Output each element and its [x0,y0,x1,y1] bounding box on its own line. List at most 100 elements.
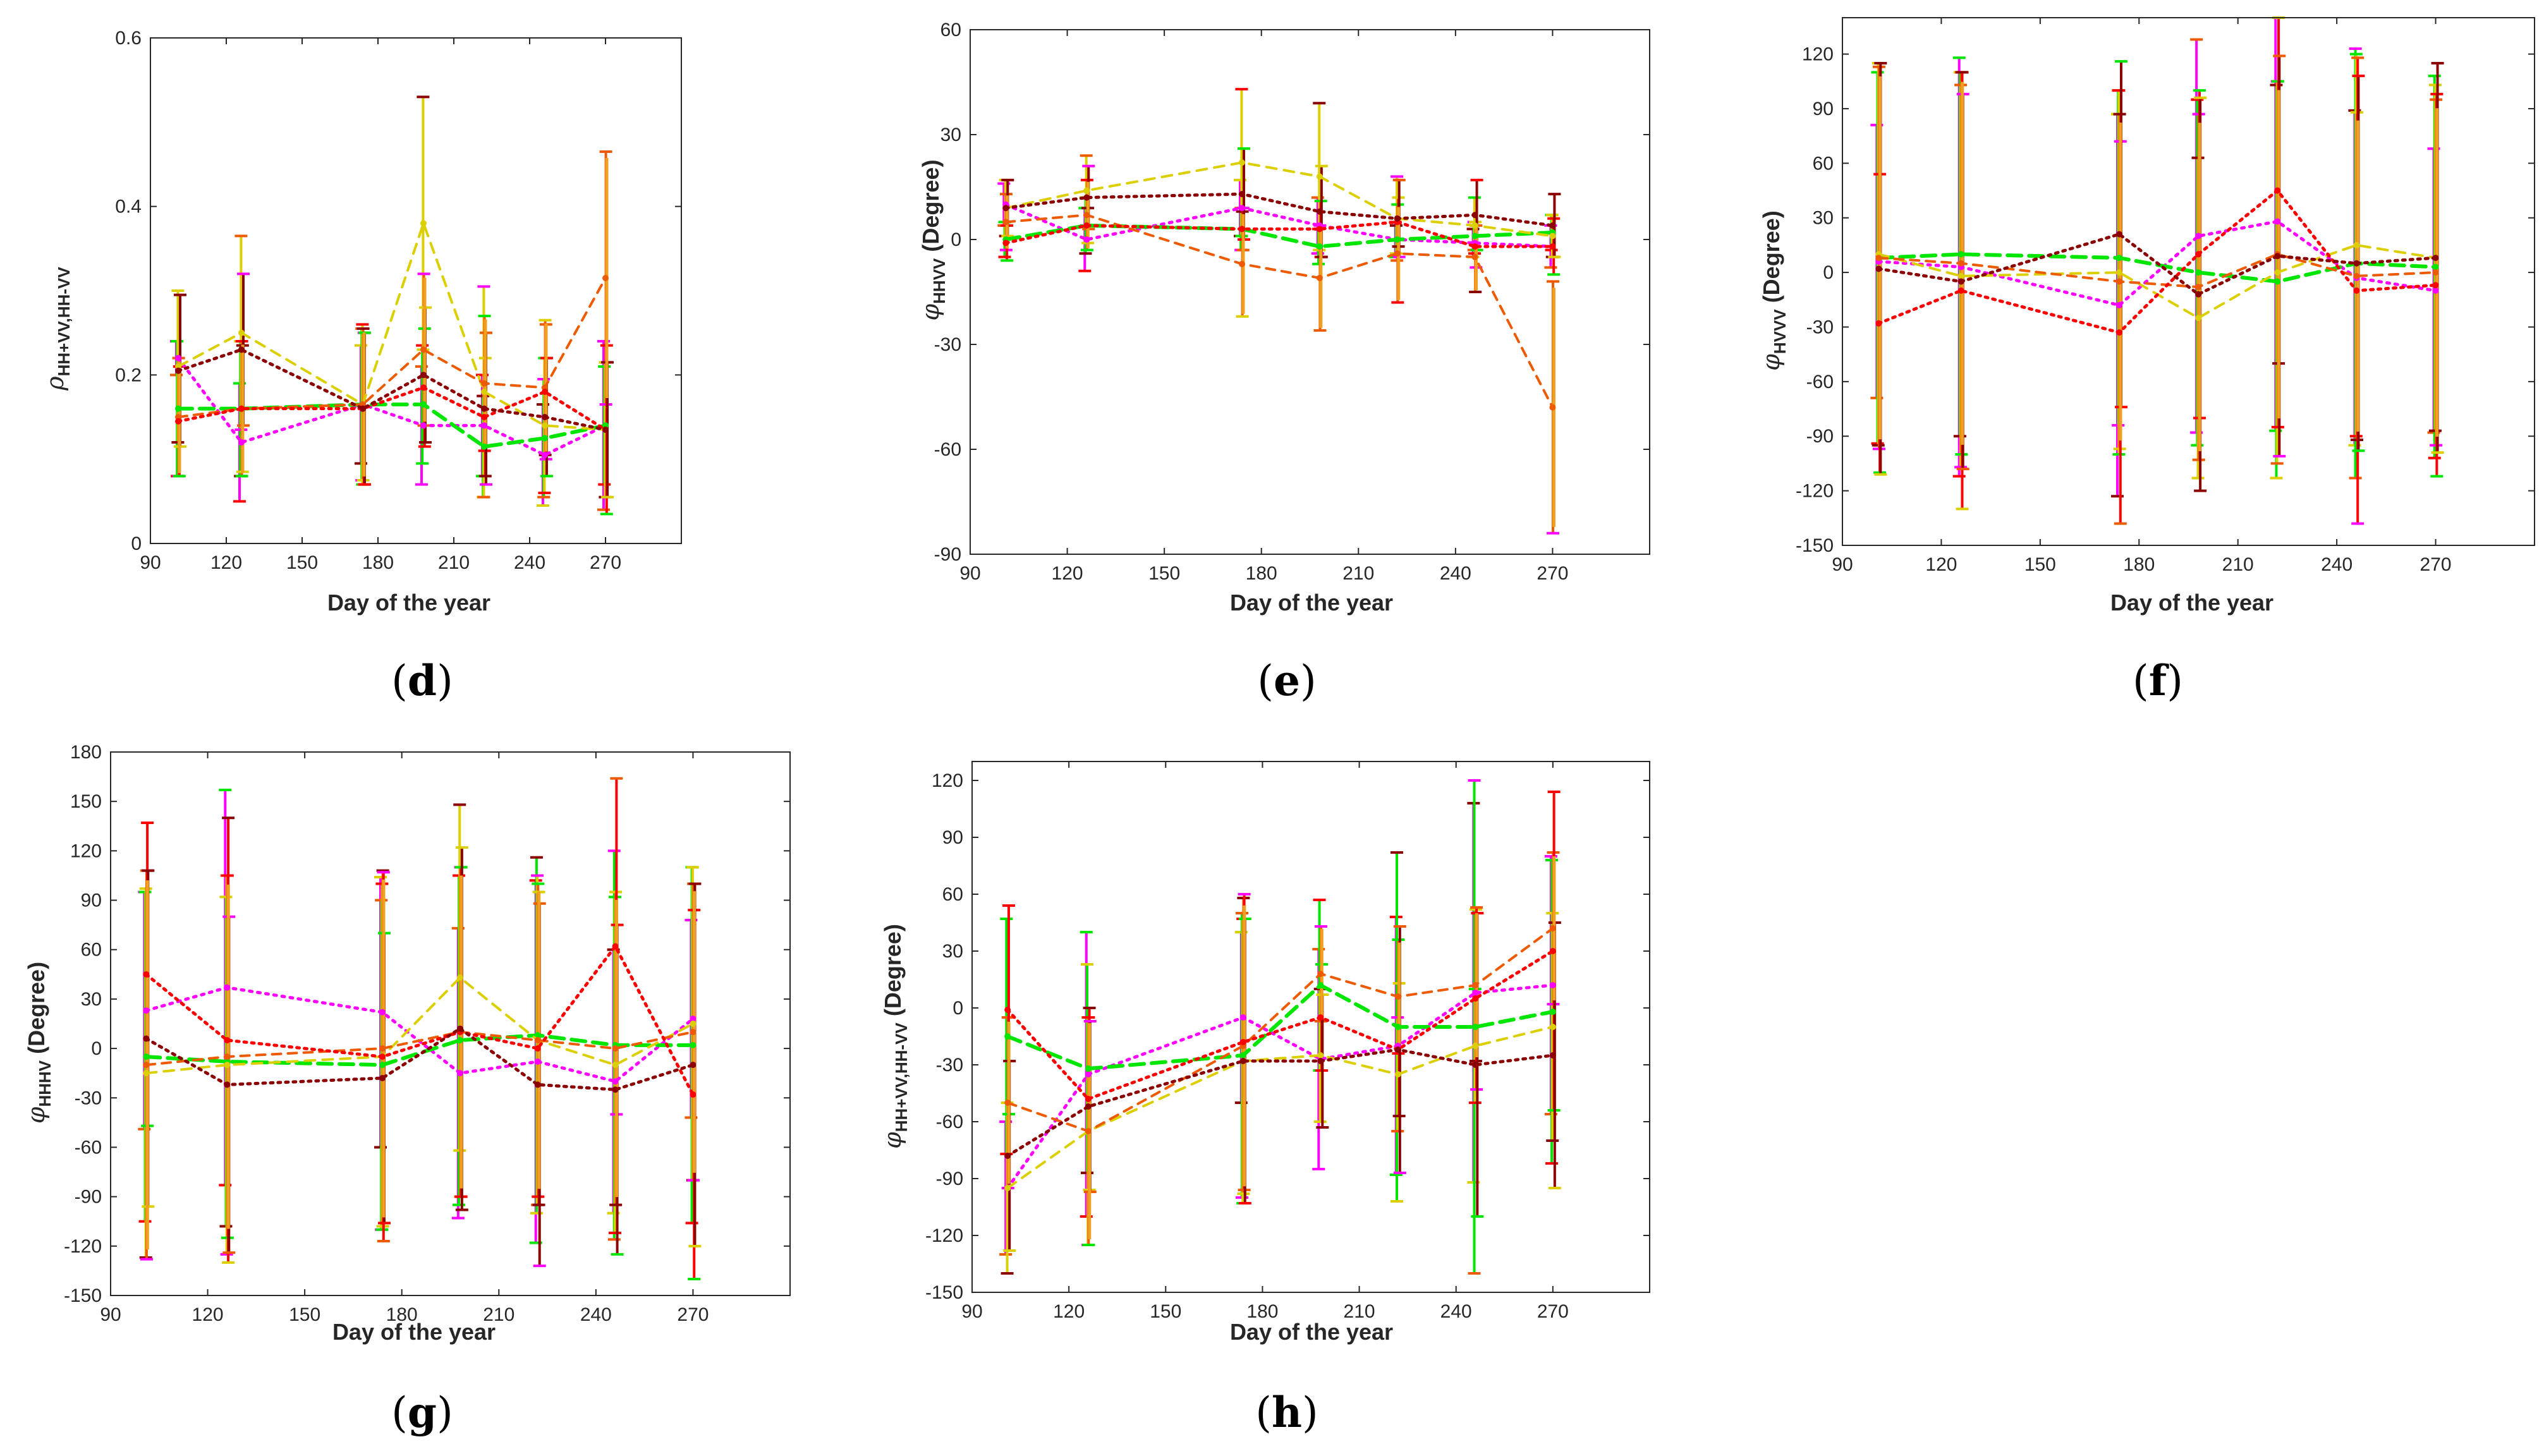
data-layer [997,88,1561,535]
data-point [2353,287,2360,294]
x-tick-label: 180 [362,552,394,573]
x-tick-label: 90 [140,552,161,573]
chart-f: 90 120 150 180 210 240 270 -150 -120 -90 -60 -30 0 30… [1757,16,2535,705]
data-point [1239,191,1245,198]
x-tick-label: 90 [1832,554,1853,575]
y-tick-label: -30 [936,1055,963,1076]
panel-g: 90 120 150 180 210 240 270 -150 -120 -90 -60 -30 0 30… [0,727,847,1456]
y-tick-label: 0.2 [115,365,142,385]
x-tick-label: 210 [1344,1301,1375,1322]
data-point [379,1009,386,1016]
data-point [481,414,487,420]
panel-d: 90 120 150 180 210 240 270 0 0.2 0.4 0.6 Day of th… [0,0,847,720]
data-point [1316,208,1323,215]
data-point [534,1045,541,1052]
x-tick-label: 150 [2024,554,2056,575]
data-point [1875,255,1882,262]
data-point [1239,205,1245,212]
y-tick-label: -30 [1806,317,1834,337]
data-point [2116,231,2122,238]
data-point [612,1062,619,1069]
data-point [542,422,548,429]
data-point [1316,274,1323,281]
data-point [1472,1043,1479,1049]
data-point [612,1078,619,1085]
x-tick-label: 210 [1342,563,1374,584]
y-tick-label: 30 [942,941,963,962]
x-axis-title: Day of the year [1230,590,1393,616]
data-point [1549,243,1556,250]
axes-box [110,751,791,1296]
data-point [379,1075,386,1081]
data-point [690,1091,697,1098]
y-tick-label: 0 [91,1038,102,1059]
data-point [1239,159,1245,166]
data-point [1549,233,1556,240]
data-point [1239,260,1245,267]
x-tick-label: 180 [1246,563,1277,584]
data-point [1472,982,1479,988]
data-point [420,384,427,391]
y-tick-label: -90 [75,1187,102,1208]
y-tick-label: -120 [64,1236,102,1257]
data-point [456,1025,463,1032]
data-point [1472,1062,1479,1068]
data-point [481,405,487,412]
y-tick-label: 90 [81,890,102,911]
data-point [2353,260,2360,267]
y-tick-label: 120 [70,840,102,861]
x-tick-label: 150 [286,552,318,573]
y-tick-label: 60 [1813,153,1834,174]
data-point [481,380,487,387]
data-point [2116,255,2122,262]
data-point [175,355,181,361]
y-tick-label: 0 [131,533,142,554]
data-point [1472,1024,1479,1030]
data-point [690,1029,697,1036]
data-point [1394,993,1401,1000]
data-point [2195,233,2202,240]
data-point [1004,1100,1011,1106]
data-point [456,974,463,981]
x-tick-label: 150 [289,1304,320,1325]
data-point [612,943,619,950]
data-point [1085,1128,1092,1134]
data-point [175,367,181,374]
y-tick-label: 120 [932,770,963,791]
y-tick-label: -60 [934,439,961,460]
y-tick-label: 0 [951,229,961,250]
x-tick-label: 270 [1537,1301,1569,1322]
data-point [1085,1065,1092,1072]
y-tick-label: -90 [936,1168,963,1189]
data-point [1316,243,1323,250]
data-point [1394,1046,1401,1053]
data-point [420,372,427,379]
data-point [420,401,427,408]
data-point [1549,925,1556,931]
data-point [379,1045,386,1052]
y-tick-label: 150 [70,791,102,812]
y-tick-label: 0.6 [115,28,142,49]
data-point [379,1062,386,1069]
data-point [1239,1014,1246,1021]
data-point [1394,1071,1401,1077]
data-point [1085,1103,1092,1110]
panel-caption: (f) [2133,656,2183,705]
data-point [1239,226,1245,233]
data-point [143,1062,150,1069]
data-point [420,346,427,353]
y-tick-label: -150 [1796,535,1834,556]
x-axis-title: Day of the year [332,1319,496,1345]
x-tick-label: 120 [1052,563,1083,584]
data-point [2195,284,2202,291]
data-point [2432,287,2439,294]
data-point [1316,226,1323,233]
x-tick-label: 150 [1150,1301,1181,1322]
axes-box [1842,17,2535,546]
data-point [2195,251,2202,258]
data-point [2116,329,2122,336]
chart-d: 90 120 150 180 210 240 270 0 0.2 0.4 0.6 Day of th… [41,28,682,705]
data-point [534,1058,541,1065]
data-point [1004,1153,1011,1159]
y-tick-label: 90 [942,827,963,848]
